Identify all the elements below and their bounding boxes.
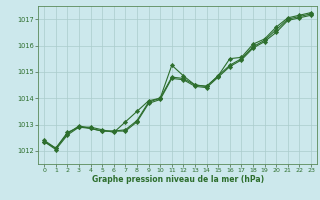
X-axis label: Graphe pression niveau de la mer (hPa): Graphe pression niveau de la mer (hPa) <box>92 175 264 184</box>
